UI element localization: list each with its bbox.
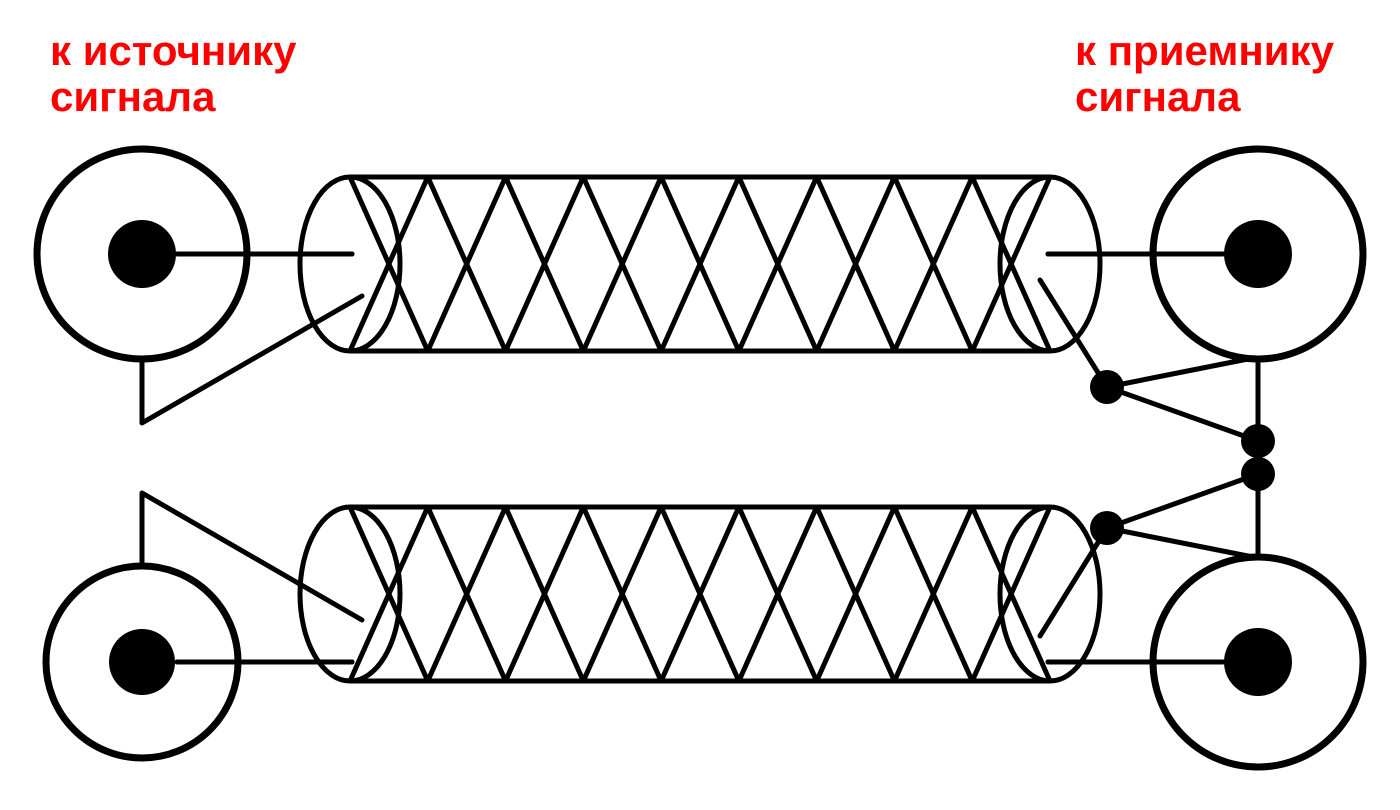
label-receiver: к приемнику сигнала — [1075, 27, 1346, 120]
diagram-geometry — [37, 149, 1363, 767]
junction-bot-dot-inner — [1090, 511, 1124, 545]
cable-top-mesh — [350, 177, 1050, 351]
connector-bottom-left-pin — [109, 629, 175, 695]
cable-top-left-ellipse — [300, 177, 400, 351]
cable-bottom-mesh — [350, 507, 1050, 681]
cable-diagram: к источнику сигнала к приемнику сигнала — [0, 0, 1400, 810]
junction-bot-dot-outer — [1241, 457, 1275, 491]
connector-bottom-right-pin — [1224, 628, 1292, 696]
junction-top-dot-outer — [1241, 424, 1275, 458]
label-source: к источнику сигнала — [50, 27, 308, 120]
junction-top-dot-inner — [1090, 370, 1124, 404]
cable-top-right-ellipse — [1000, 177, 1100, 351]
wire-tr-angle — [1107, 357, 1258, 441]
connector-top-right-pin — [1224, 220, 1292, 288]
label-source-line2: сигнала — [50, 73, 216, 120]
label-receiver-line1: к приемнику — [1075, 27, 1335, 74]
label-source-line1: к источнику — [50, 27, 297, 74]
cable-bottom-right-ellipse — [1000, 507, 1100, 681]
connector-top-left-pin — [108, 220, 176, 288]
label-receiver-line2: сигнала — [1075, 73, 1241, 120]
wire-br-angle — [1107, 474, 1258, 558]
